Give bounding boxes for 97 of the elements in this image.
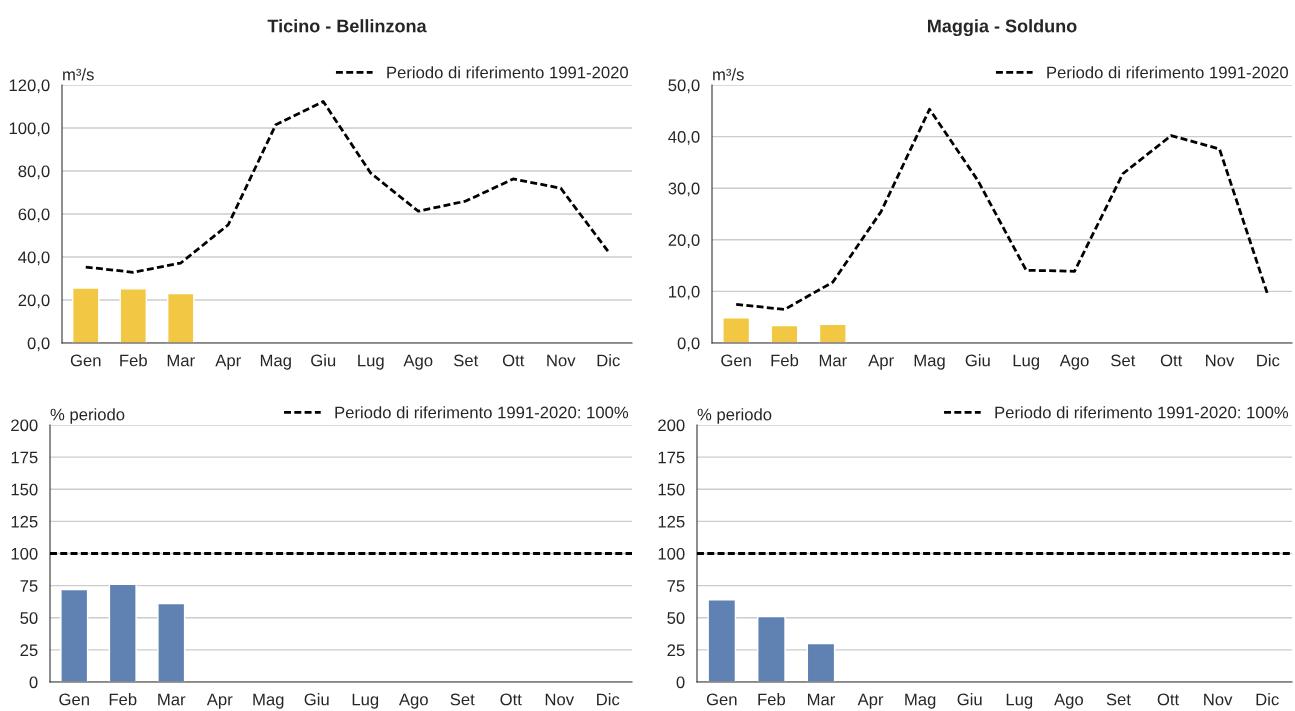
legend-label: Periodo di riferimento 1991-2020 [387,66,629,79]
x-tick-label: Dic [1256,693,1279,706]
x-tick-label: Ott [1157,693,1180,706]
x-tick-label: Nov [1206,354,1235,367]
y-tick-label: 60,0 [18,208,50,223]
y-tick-label: 150 [11,483,38,496]
x-tick-label: Mag [914,354,945,370]
x-tick-label: Gen [70,354,101,367]
legend-label: Periodo di riferimento 1991-2020 [1047,66,1289,79]
x-tick-label: Ott [1160,354,1183,367]
y-tick-label: 75 [20,580,38,592]
y-tick-label: 25 [667,644,685,657]
x-tick-label: Giu [304,693,329,706]
x-tick-label: Mar [807,693,836,706]
y-tick-label: 0,0 [677,337,700,352]
x-tick-label: Ago [403,354,433,370]
x-tick-label: Set [1111,354,1136,367]
x-tick-label: Apr [215,354,241,370]
y-tick-label: 125 [658,515,685,528]
y-tick-label: 30,0 [668,182,700,197]
y-tick-label: 50 [667,612,685,624]
y-tick-label: 50 [20,612,38,624]
y-tick-label: 125 [11,515,38,528]
x-tick-label: Mag [905,693,936,709]
x-tick-label: Mar [167,354,195,367]
x-tick-label: Nov [545,693,575,706]
y-tick-label: 75 [667,580,685,592]
x-tick-label: Dic [597,354,620,367]
x-tick-label: Ago [398,693,428,709]
y-tick-label: 100,0 [9,122,50,137]
chart-title: Maggia - Solduno [927,19,1077,37]
x-tick-label: Set [450,693,475,706]
x-tick-label: Feb [120,354,147,367]
x-tick-label: Gen [59,693,89,706]
y-tick-label: 200 [658,419,685,432]
bar [157,602,186,682]
x-tick-label: Ago [1054,693,1083,709]
x-tick-label: Dic [1257,354,1280,367]
y-tick-label: 25 [20,644,38,657]
y-axis-title: % periodo [697,408,772,424]
y-axis-title: m³/s [63,68,94,81]
x-tick-label: Set [1106,693,1131,706]
x-tick-label: Giu [311,354,336,367]
x-tick-label: Feb [758,693,786,706]
y-tick-label: 20,0 [668,234,700,248]
x-tick-label: Giu [957,693,982,706]
bar [707,599,737,682]
legend-label: Periodo di riferimento 1991-2020: 100% [335,406,629,419]
x-tick-label: Nov [1204,693,1233,706]
y-tick-label: 80,0 [18,165,50,180]
y-axis-title: m³/s [713,68,744,81]
x-tick-label: Apr [857,693,884,709]
y-tick-label: 175 [658,451,685,464]
x-tick-label: Lug [1013,354,1039,370]
x-tick-label: Lug [352,693,379,709]
bar [757,615,786,682]
x-tick-label: Mar [819,354,847,367]
y-tick-label: 50,0 [668,79,700,94]
y-tick-label: 40,0 [18,251,50,266]
bar [108,583,137,682]
y-tick-label: 10,0 [669,285,700,300]
x-tick-label: Giu [965,354,990,367]
x-tick-label: Dic [597,693,620,706]
y-tick-label: 200 [11,419,38,432]
y-tick-label: 0 [29,676,38,689]
y-tick-label: 100 [658,547,685,560]
bar [806,642,836,682]
x-tick-label: Mar [158,693,186,706]
chart-title: Ticino - Bellinzona [267,19,427,33]
x-tick-label: Mag [260,354,291,370]
y-tick-label: 20,0 [18,294,50,309]
y-tick-label: 120,0 [9,79,50,94]
line-series [734,107,1270,311]
x-tick-label: Nov [547,354,576,367]
bar [60,588,89,682]
x-tick-label: Gen [721,354,751,367]
y-tick-label: 175 [11,451,38,464]
x-tick-label: Feb [771,354,799,367]
x-tick-label: Apr [868,354,894,370]
y-axis-title: % periodo [50,408,125,424]
y-tick-label: 0,0 [27,337,50,352]
x-tick-label: Ott [500,693,522,706]
y-tick-label: 40,0 [668,131,700,145]
x-tick-label: Ott [502,354,525,367]
x-tick-label: Mag [253,693,284,709]
y-tick-label: 0 [676,676,685,689]
x-tick-label: Feb [109,693,137,706]
x-tick-label: Gen [706,693,737,706]
x-tick-label: Ago [1059,354,1089,370]
legend-label: Periodo di riferimento 1991-2020: 100% [995,406,1289,419]
y-tick-label: 100 [11,547,38,560]
line-series [84,100,610,274]
x-tick-label: Lug [1006,693,1033,709]
x-tick-label: Set [454,354,479,367]
x-tick-label: Apr [206,693,233,709]
y-tick-label: 150 [658,483,685,496]
x-tick-label: Lug [358,354,384,370]
